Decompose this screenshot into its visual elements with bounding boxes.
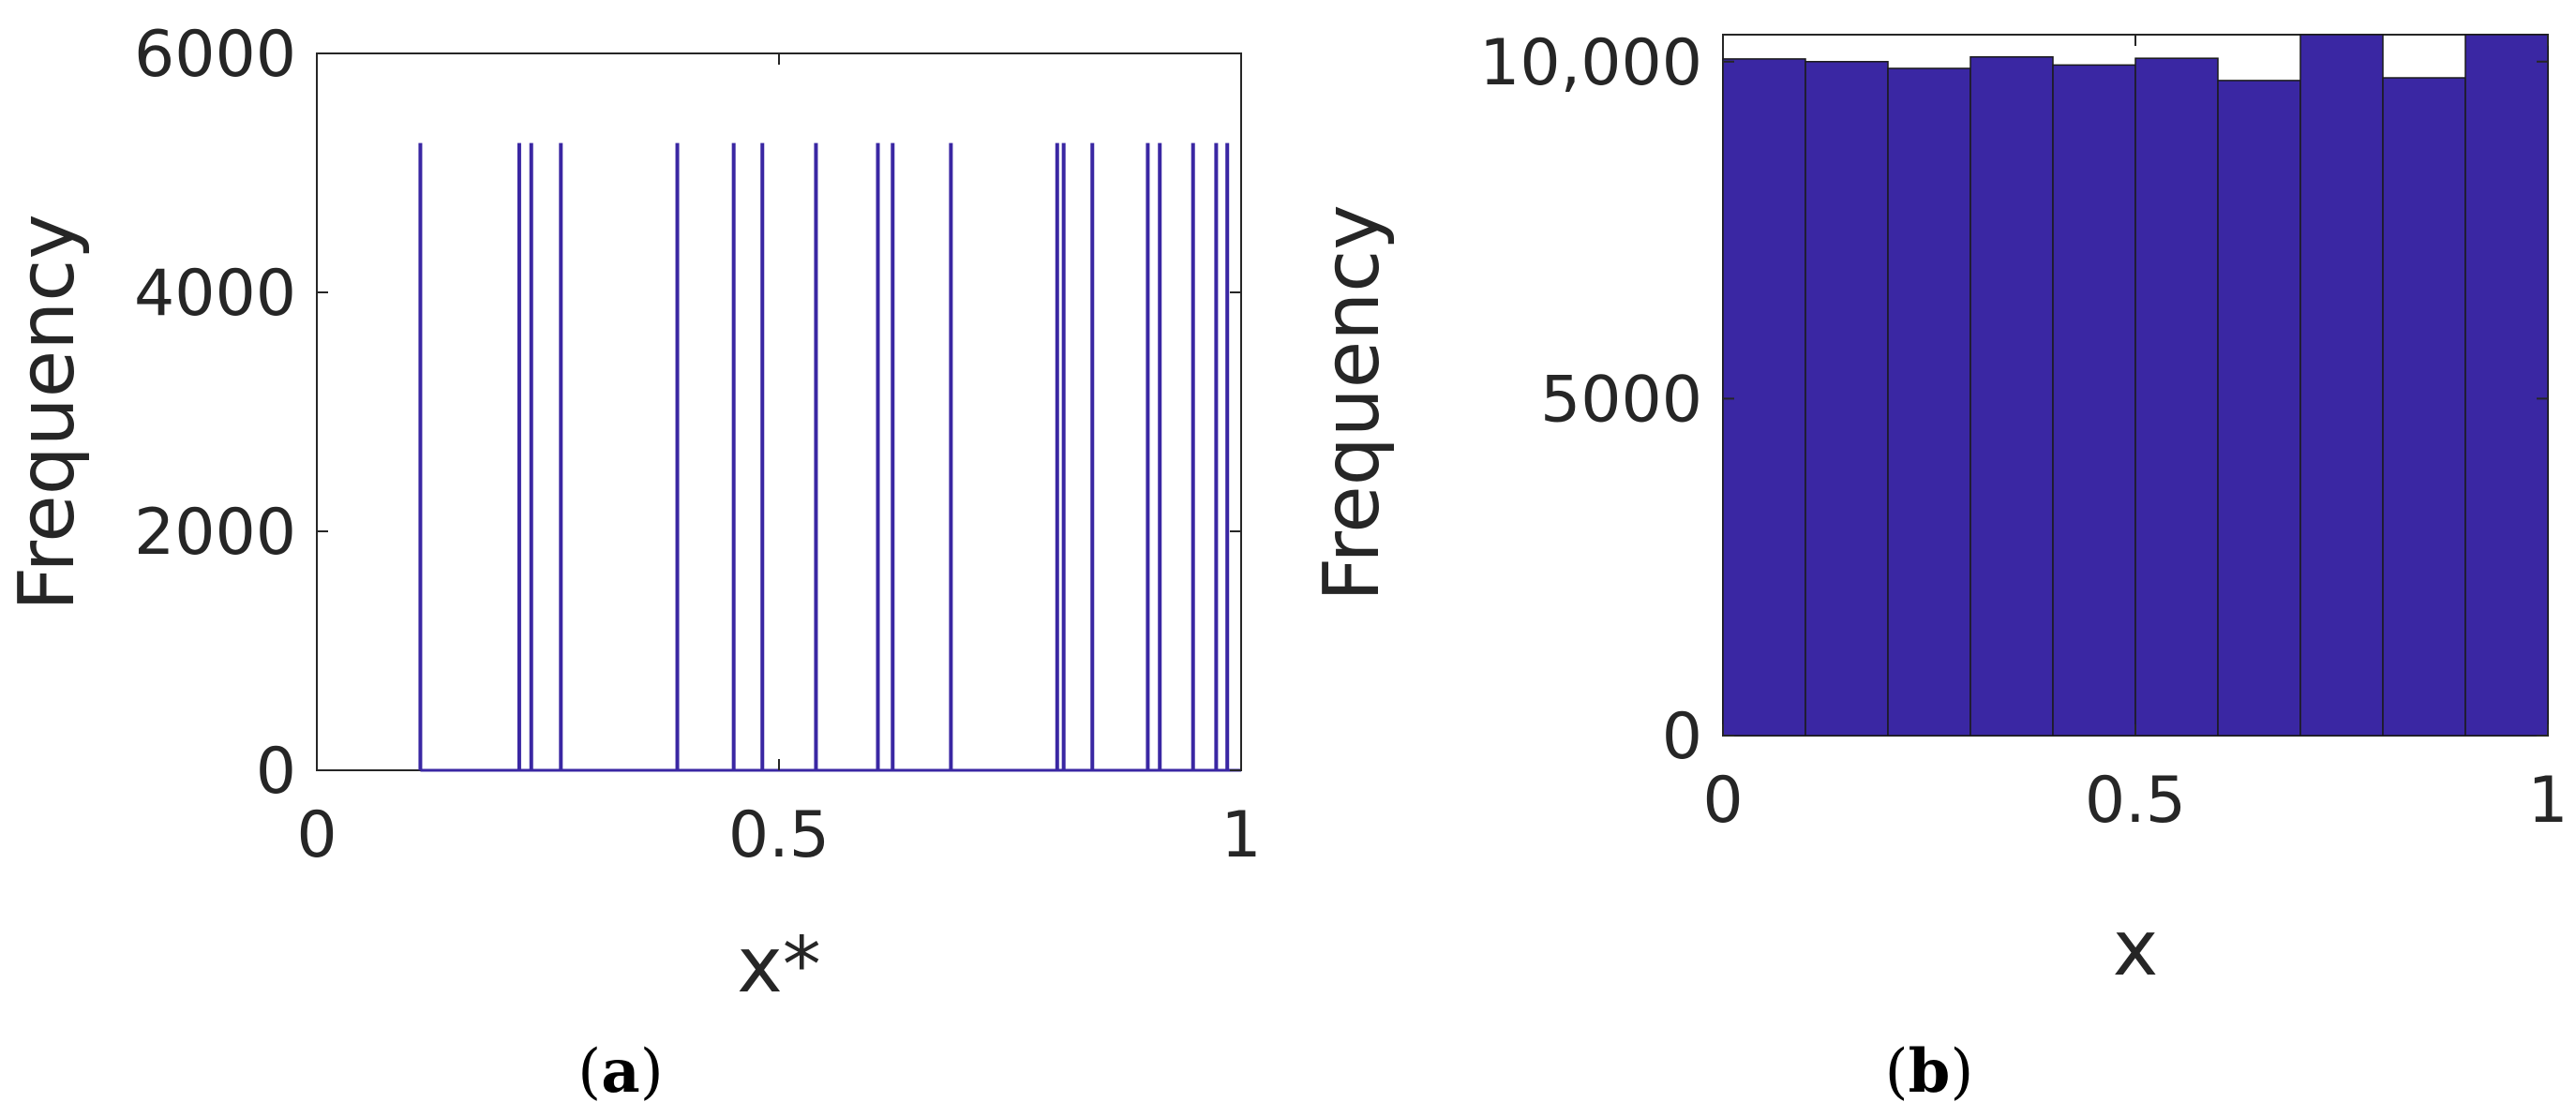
- axes-box-a: [316, 52, 1242, 771]
- histogram-bar: [2134, 57, 2219, 737]
- panel-label-a: (a): [577, 1036, 663, 1107]
- x-tick-label: 1: [2527, 764, 2568, 838]
- histogram-bar: [2217, 80, 2301, 737]
- panel-label-b: (b): [1885, 1036, 1974, 1107]
- y-tick-label: 0: [256, 735, 296, 809]
- x-tick-label: 0.5: [728, 798, 830, 872]
- y-tick-label: 6000: [134, 18, 296, 92]
- y-axis-label-a: Frequency: [3, 214, 92, 611]
- histogram-bar: [2382, 77, 2466, 737]
- x-tick-label: 0: [296, 798, 337, 872]
- y-axis-label-b: Frequency: [1308, 204, 1397, 602]
- histogram-bar: [2464, 34, 2549, 737]
- chart-panel-a: 0 0.5 1 0 2000 4000 6000 x* Frequency (a): [3, 18, 1262, 1107]
- histogram-bar: [1887, 67, 1971, 737]
- x-axis-label-b: x: [2113, 904, 2159, 993]
- x-axis-label-a: x*: [737, 921, 821, 1010]
- y-tick-label: 10,000: [1479, 26, 1702, 100]
- panel-letter-b: b: [1909, 1036, 1951, 1107]
- y-tick-label: 0: [1662, 700, 1702, 774]
- x-tick-label: 0.5: [2085, 764, 2186, 838]
- marks-b: [1722, 34, 2549, 737]
- x-tick-label: 1: [1221, 798, 1261, 872]
- chart-panel-b: 0 0.5 1 0 5000 10,000 x Frequency (b): [1308, 26, 2569, 1107]
- ticks-b: 0 0.5 1 0 5000 10,000: [1479, 26, 2569, 838]
- x-tick-label: 0: [1702, 764, 1743, 838]
- histogram-bar: [1722, 58, 1806, 737]
- y-tick-label: 5000: [1540, 363, 1702, 437]
- ticks-a: 0 0.5 1 0 2000 4000 6000: [134, 18, 1262, 872]
- y-tick-label: 4000: [134, 257, 296, 331]
- histogram-bar: [2052, 64, 2136, 737]
- panel-letter-a: a: [601, 1036, 639, 1107]
- histogram-bar: [1969, 55, 2054, 737]
- histogram-bar: [1805, 61, 1889, 737]
- marks-a: [418, 142, 1241, 772]
- y-tick-label: 2000: [134, 496, 296, 570]
- histogram-bar: [2299, 34, 2384, 737]
